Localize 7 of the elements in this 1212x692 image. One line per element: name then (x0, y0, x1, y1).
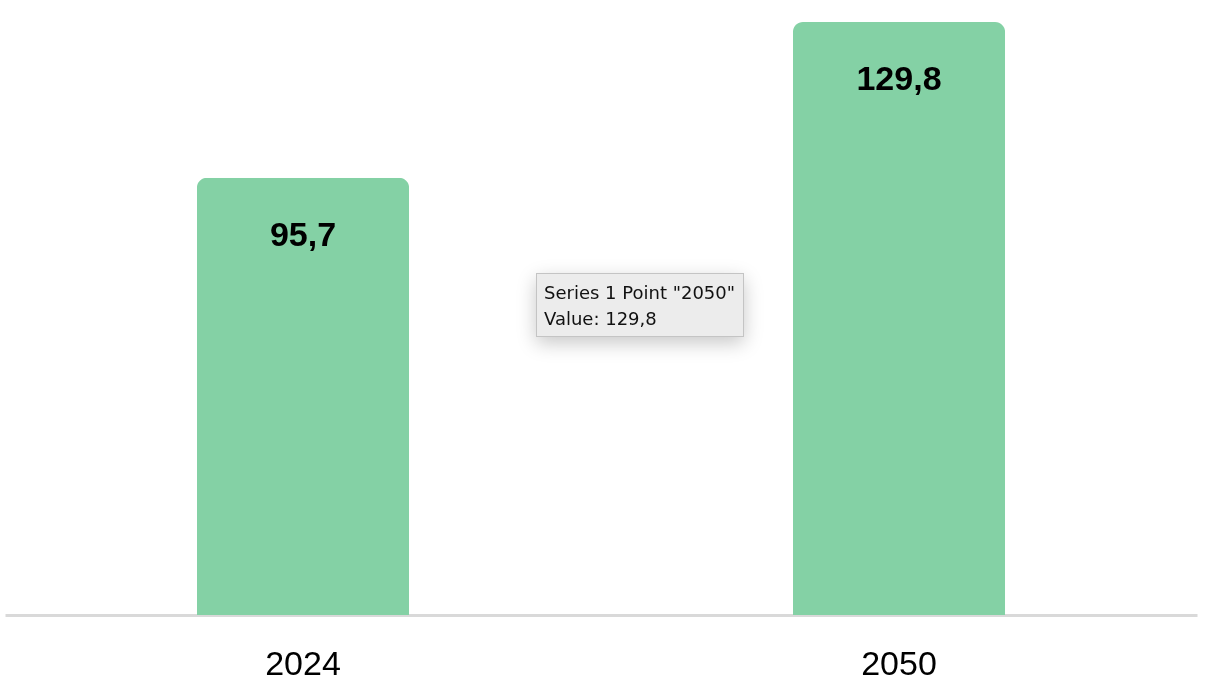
x-tick-label: 2024 (265, 643, 341, 682)
data-label: 95,7 (269, 214, 337, 253)
annotation: Series 1 Point "2050" (544, 281, 736, 305)
data-label: 129,8 (856, 59, 942, 97)
x-tick-label: 2050 (861, 643, 937, 682)
tooltip-box: Series 1 Point "2050" Value: 129,8 (536, 273, 745, 337)
annotation: Value: 129,8 (544, 307, 658, 331)
